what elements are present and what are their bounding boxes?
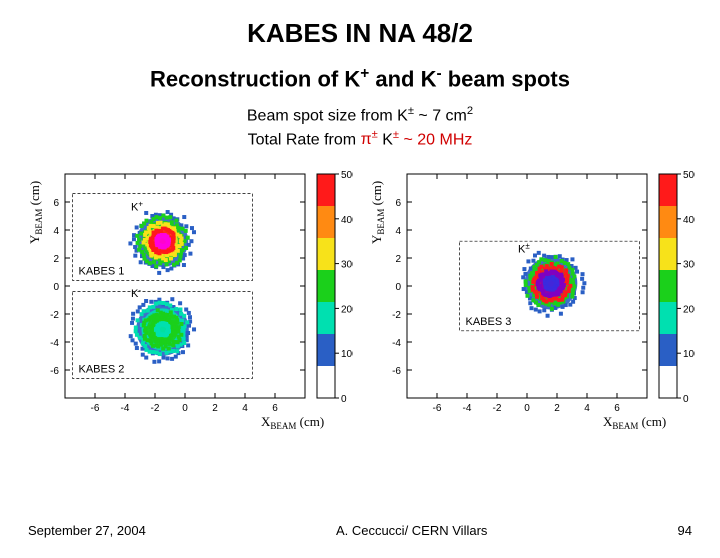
svg-text:KABES 3: KABES 3: [466, 316, 512, 328]
svg-text:XBEAM (cm): XBEAM (cm): [603, 414, 666, 430]
svg-text:500: 500: [683, 170, 695, 181]
info2-pi: π: [361, 131, 372, 148]
subtitle-mid: and K: [369, 66, 436, 91]
subtitle-suffix: beam spots: [442, 66, 570, 91]
subtitle-prefix: Reconstruction of K: [150, 66, 360, 91]
info1-prefix: Beam spot size from K: [247, 108, 408, 125]
svg-text:K-: K-: [131, 286, 141, 300]
svg-text:0: 0: [683, 394, 689, 405]
footer: September 27, 2004 A. Ceccucci/ CERN Vil…: [0, 523, 720, 538]
svg-text:300: 300: [341, 259, 353, 270]
svg-text:4: 4: [584, 403, 590, 414]
info2-prefix: Total Rate from: [248, 131, 361, 148]
svg-text:200: 200: [341, 304, 353, 315]
svg-text:-4: -4: [392, 338, 401, 349]
svg-text:-6: -6: [50, 366, 59, 377]
svg-text:YBEAM (cm): YBEAM (cm): [369, 181, 386, 244]
svg-text:YBEAM (cm): YBEAM (cm): [27, 181, 44, 244]
svg-text:-4: -4: [50, 338, 59, 349]
info2-suffix: ~ 20 MHz: [399, 131, 472, 148]
svg-text:-2: -2: [493, 403, 502, 414]
svg-text:400: 400: [341, 215, 353, 226]
info-lines: Beam spot size from K± ~ 7 cm2 Total Rat…: [0, 104, 720, 151]
svg-text:500: 500: [341, 170, 353, 181]
page-title: KABES IN NA 48/2: [0, 18, 720, 49]
svg-text:2: 2: [554, 403, 560, 414]
right-chart: KABES 3K±-6-4-20246-6-4-20246XBEAM (cm)Y…: [367, 166, 695, 430]
svg-text:2: 2: [53, 254, 59, 265]
svg-text:100: 100: [683, 349, 695, 360]
svg-text:6: 6: [614, 403, 620, 414]
subtitle-sup1: +: [360, 65, 369, 82]
svg-text:XBEAM (cm): XBEAM (cm): [261, 414, 324, 430]
svg-text:6: 6: [272, 403, 278, 414]
svg-text:0: 0: [524, 403, 530, 414]
svg-text:6: 6: [53, 198, 59, 209]
svg-text:2: 2: [212, 403, 218, 414]
svg-text:300: 300: [683, 259, 695, 270]
svg-text:K±: K±: [518, 241, 530, 255]
svg-text:0: 0: [395, 282, 401, 293]
svg-text:KABES 1: KABES 1: [79, 265, 125, 277]
charts-row: KABES 1KABES 2K+K--6-4-20246-6-4-20246XB…: [0, 166, 720, 430]
svg-text:0: 0: [341, 394, 347, 405]
svg-text:0: 0: [182, 403, 188, 414]
left-chart: KABES 1KABES 2K+K--6-4-20246-6-4-20246XB…: [25, 166, 353, 430]
svg-text:100: 100: [341, 349, 353, 360]
svg-text:KABES 2: KABES 2: [79, 363, 125, 375]
svg-text:400: 400: [683, 215, 695, 226]
footer-date: September 27, 2004: [28, 523, 146, 538]
svg-text:-4: -4: [463, 403, 472, 414]
svg-text:K+: K+: [131, 199, 143, 213]
svg-text:-2: -2: [50, 310, 59, 321]
svg-text:6: 6: [395, 198, 401, 209]
info1-sup2: 2: [467, 105, 473, 117]
svg-text:-4: -4: [121, 403, 130, 414]
svg-text:200: 200: [683, 304, 695, 315]
svg-text:4: 4: [53, 226, 59, 237]
info2-k: K: [378, 131, 393, 148]
svg-text:2: 2: [395, 254, 401, 265]
svg-text:4: 4: [395, 226, 401, 237]
svg-text:4: 4: [242, 403, 248, 414]
info-line-2: Total Rate from π± K± ~ 20 MHz: [0, 128, 720, 152]
svg-text:-2: -2: [151, 403, 160, 414]
svg-text:-6: -6: [91, 403, 100, 414]
subtitle: Reconstruction of K+ and K- beam spots: [0, 65, 720, 92]
info1-suffix: ~ 7 cm: [414, 108, 467, 125]
footer-page: 94: [678, 523, 692, 538]
footer-author: A. Ceccucci/ CERN Villars: [336, 523, 487, 538]
svg-text:0: 0: [53, 282, 59, 293]
info-line-1: Beam spot size from K± ~ 7 cm2: [0, 104, 720, 128]
info2-red1: π±: [361, 131, 378, 148]
svg-text:-2: -2: [392, 310, 401, 321]
svg-text:-6: -6: [433, 403, 442, 414]
svg-text:-6: -6: [392, 366, 401, 377]
